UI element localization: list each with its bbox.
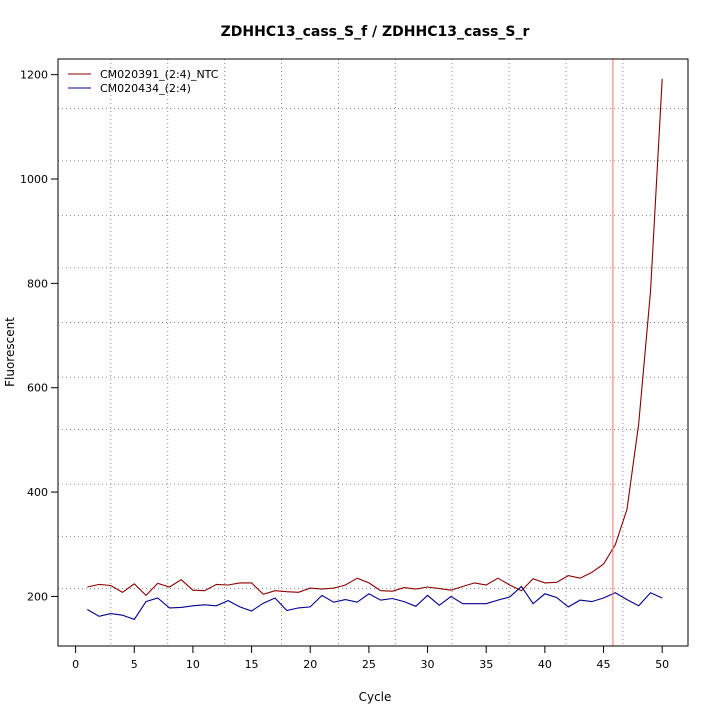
y-axis: 200 400 600 800 1000 1200 (20, 69, 59, 603)
y-tick-label: 200 (27, 590, 48, 603)
x-tick-label: 5 (131, 658, 138, 671)
series-line-1 (87, 78, 663, 597)
x-axis-label: Cycle (359, 690, 392, 704)
x-tick-label: 25 (362, 658, 376, 671)
chart-title: ZDHHC13_cass_S_f / ZDHHC13_cass_S_r (221, 24, 530, 40)
y-tick-label: 1000 (20, 173, 48, 186)
x-tick-label: 45 (597, 658, 611, 671)
legend-label: CM020391_(2:4)_NTC (100, 68, 219, 81)
x-tick-label: 40 (538, 658, 552, 671)
x-tick-label: 10 (186, 658, 200, 671)
series-line-2 (87, 585, 663, 621)
y-tick-label: 1200 (20, 69, 48, 82)
y-tick-label: 800 (27, 277, 48, 290)
y-tick-label: 400 (27, 486, 48, 499)
x-axis: 0 5 10 15 20 25 30 35 40 45 50 (72, 645, 669, 671)
legend-label: CM020434_(2:4) (100, 82, 191, 95)
y-tick-label: 600 (27, 382, 48, 395)
x-tick-label: 50 (655, 658, 669, 671)
x-tick-label: 35 (479, 658, 493, 671)
y-axis-label: Fluorescent (3, 317, 17, 387)
grid (58, 59, 688, 646)
series-lines (87, 78, 663, 621)
x-tick-label: 15 (245, 658, 259, 671)
x-tick-label: 30 (421, 658, 435, 671)
x-tick-label: 0 (72, 658, 79, 671)
x-tick-label: 20 (303, 658, 317, 671)
